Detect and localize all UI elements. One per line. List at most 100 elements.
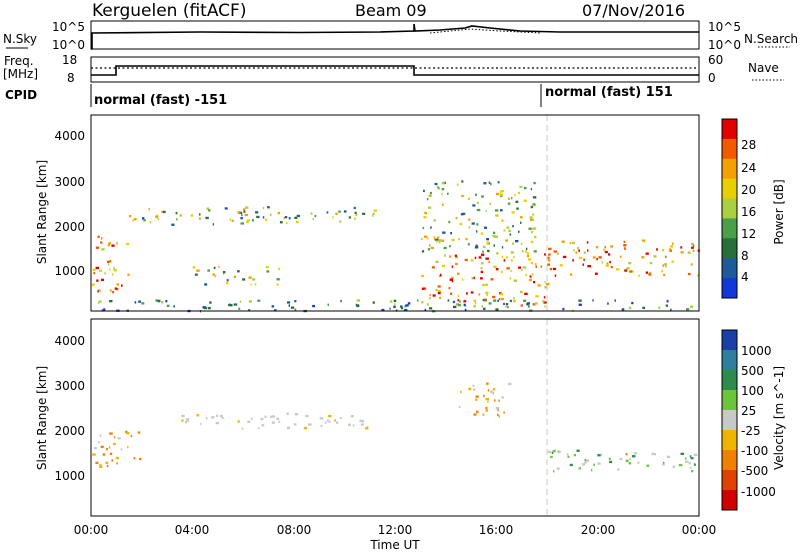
power-echo-cell bbox=[577, 246, 579, 250]
power-echo-cell bbox=[480, 232, 484, 235]
power-echo-cell bbox=[498, 298, 501, 301]
power-echo-cell bbox=[582, 263, 584, 266]
power-echo-cell bbox=[163, 210, 166, 214]
power-echo-cell bbox=[141, 302, 145, 305]
power-echo-cell bbox=[487, 249, 490, 253]
power-echo-cell bbox=[607, 302, 609, 305]
power-echo-cell bbox=[476, 223, 479, 226]
power-echo-cell bbox=[424, 308, 427, 312]
power-echo-cell bbox=[101, 237, 103, 240]
velocity-echo-cell bbox=[567, 455, 570, 458]
power-echo-cell bbox=[508, 197, 510, 200]
power-echo-cell bbox=[507, 305, 509, 309]
power-echo-cell bbox=[641, 256, 645, 259]
power-echo-cell bbox=[530, 261, 533, 265]
power-echo-cell bbox=[518, 191, 520, 194]
power-echo-cell bbox=[493, 299, 497, 302]
power-echo-cell bbox=[112, 291, 115, 294]
velocity-echo-cell bbox=[215, 421, 219, 425]
power-echo-cell bbox=[421, 237, 423, 241]
power-echo-cell bbox=[532, 213, 535, 216]
power-echo-cell bbox=[203, 306, 208, 310]
power-echo-cell bbox=[436, 240, 438, 243]
power-echo-cell bbox=[484, 226, 487, 229]
power-echo-cell bbox=[488, 260, 491, 264]
power-echo-cell bbox=[441, 193, 443, 196]
velocity-echo-cell bbox=[498, 399, 500, 402]
power-echo-cell bbox=[449, 278, 454, 281]
power-echo-cell bbox=[476, 230, 478, 233]
velocity-echo-cell bbox=[633, 452, 638, 455]
power-echo-cell bbox=[428, 194, 432, 197]
power-echo-cell bbox=[529, 275, 532, 278]
velocity-y-tick-2000: 2000 bbox=[54, 424, 85, 438]
power-echo-cell bbox=[127, 273, 130, 276]
power-echo-cell bbox=[290, 306, 295, 309]
power-echo-cell bbox=[348, 216, 351, 219]
power-echo-cell bbox=[601, 261, 603, 264]
power-echo-cell bbox=[111, 273, 114, 276]
velocity-echo-cell bbox=[475, 395, 479, 398]
power-echo-cell bbox=[531, 273, 534, 276]
power-echo-cell bbox=[287, 301, 291, 304]
power-colorbar-swatch bbox=[722, 138, 737, 160]
power-echo-cell bbox=[238, 307, 241, 310]
power-echo-cell bbox=[518, 230, 520, 233]
power-echo-cell bbox=[284, 216, 288, 219]
power-echo-cell bbox=[421, 301, 424, 304]
power-echo-cell bbox=[692, 249, 695, 253]
power-echo-cell bbox=[458, 238, 460, 241]
power-echo-cell bbox=[672, 242, 674, 245]
velocity-echo-cell bbox=[693, 453, 698, 456]
power-bar-tick-24: 24 bbox=[741, 161, 756, 175]
power-echo-cell bbox=[213, 266, 216, 269]
nsearch-label: N.Search bbox=[744, 32, 798, 46]
power-echo-cell bbox=[604, 250, 608, 254]
power-echo-cell bbox=[623, 244, 627, 247]
power-echo-cell bbox=[524, 186, 527, 190]
power-echo-cell bbox=[609, 260, 611, 264]
velocity-echo-cell bbox=[492, 388, 496, 391]
power-y-tick-2000: 2000 bbox=[54, 220, 85, 234]
power-echo-cell bbox=[557, 252, 559, 255]
power-echo-cell bbox=[237, 211, 241, 214]
velocity-echo-cell bbox=[608, 457, 611, 460]
power-echo-cell bbox=[638, 274, 640, 277]
power-echo-cell bbox=[467, 197, 470, 200]
velocity-echo-cell bbox=[493, 399, 496, 402]
power-echo-cell bbox=[592, 299, 594, 302]
power-echo-cell bbox=[623, 247, 626, 250]
power-echo-cell bbox=[454, 254, 458, 257]
power-echo-cell bbox=[381, 308, 385, 312]
power-bar-label: Power [dB] bbox=[772, 179, 786, 244]
power-echo-cell bbox=[624, 269, 628, 272]
power-echo-cell bbox=[434, 182, 438, 186]
velocity-echo-cell bbox=[257, 427, 260, 430]
power-echo-cell bbox=[270, 213, 272, 216]
power-echo-cell bbox=[619, 255, 622, 258]
power-echo-cell bbox=[205, 216, 209, 220]
power-echo-cell bbox=[532, 196, 537, 199]
velocity-echo-cell bbox=[501, 396, 504, 399]
power-echo-cell bbox=[257, 299, 261, 302]
power-echo-cell bbox=[468, 226, 471, 229]
power-echo-cell bbox=[441, 203, 444, 206]
power-echo-cell bbox=[423, 216, 427, 219]
velocity-echo-cell bbox=[579, 467, 582, 470]
velocity-echo-cell bbox=[552, 449, 556, 453]
power-echo-cell bbox=[244, 213, 248, 217]
velocity-panel: Slant Range [km] 4000 3000 2000 1000 bbox=[35, 318, 700, 517]
velocity-echo-cell bbox=[600, 453, 603, 456]
power-echo-cell bbox=[642, 239, 646, 242]
power-echo-cell bbox=[423, 235, 428, 238]
power-echo-cell bbox=[528, 227, 532, 230]
velocity-colorbar bbox=[721, 329, 738, 511]
power-echo-cell bbox=[614, 299, 616, 302]
power-echo-cell bbox=[226, 279, 229, 282]
power-echo-cell bbox=[394, 303, 396, 306]
velocity-echo-cell bbox=[185, 421, 187, 424]
power-echo-cell bbox=[499, 190, 502, 194]
power-echo-cell bbox=[95, 266, 100, 270]
power-echo-cell bbox=[207, 269, 210, 272]
nsky-strip-frame bbox=[90, 20, 700, 50]
